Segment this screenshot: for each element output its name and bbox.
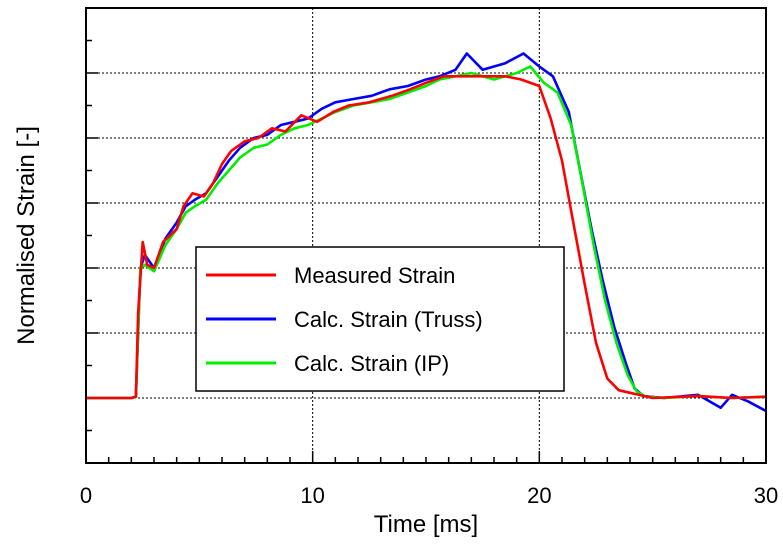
grid	[86, 8, 766, 463]
plot-frame	[85, 7, 767, 464]
series-line-2	[86, 52, 767, 413]
x-tick-label: 20	[527, 483, 551, 508]
y-axis-label: Normalised Strain [-]	[13, 126, 40, 345]
minor-ticks	[85, 7, 767, 464]
x-tick-label: 0	[80, 483, 92, 508]
series-line-3	[86, 65, 767, 400]
legend-label: Measured Strain	[294, 263, 455, 288]
series-lines	[86, 52, 767, 413]
x-axis-label: Time [ms]	[374, 511, 478, 538]
legend: Measured Strain Calc. Strain (Truss) Calc.…	[195, 246, 565, 392]
x-tick-label: 30	[754, 483, 778, 508]
legend-label: Calc. Strain (Truss)	[294, 307, 483, 332]
x-tick-labels: 0 10 20 30	[80, 483, 778, 508]
x-tick-label: 10	[300, 483, 324, 508]
legend-label: Calc. Strain (IP)	[294, 351, 449, 376]
series-line-1	[86, 75, 767, 400]
